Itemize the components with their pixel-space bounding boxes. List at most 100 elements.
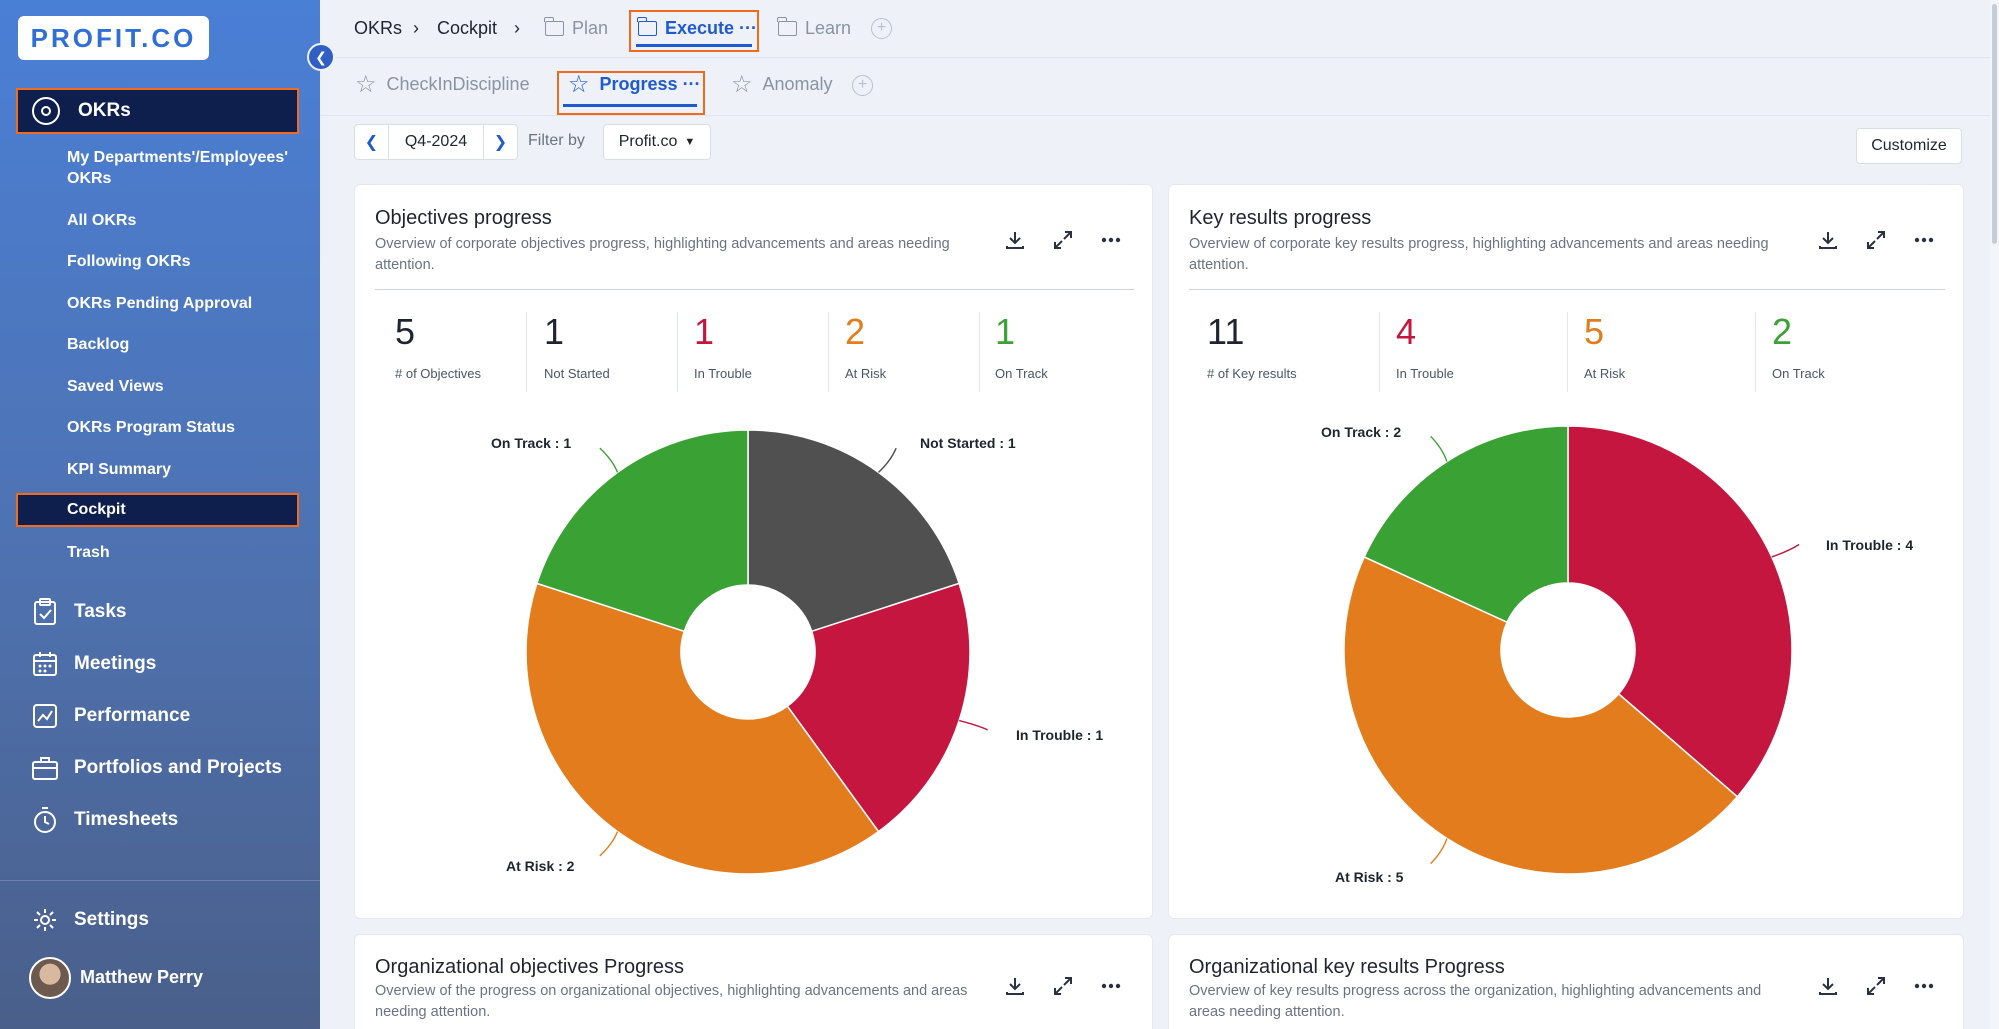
pie-label-on-track: On Track : 2 [1321, 424, 1402, 440]
chevron-left-icon[interactable]: ❮ [364, 134, 379, 151]
tab-label: Progress [599, 74, 678, 94]
star-icon[interactable]: ☆ [355, 70, 377, 98]
pie-label-not-started: Not Started : 1 [920, 435, 1016, 451]
tab-anomaly[interactable]: ☆ Anomaly [731, 70, 833, 98]
quarter-selector: ❮ Q4-2024 ❯ [354, 124, 518, 160]
tab-progress[interactable]: ☆ Progress ··· [568, 70, 701, 98]
card-actions [996, 967, 1130, 1005]
sidebar-item-okrs[interactable]: OKRs [16, 88, 299, 134]
sidebar-item-settings[interactable]: Settings [30, 905, 149, 935]
tab-label: Learn [805, 18, 852, 38]
org-objectives-progress-card: Organizational objectives Progress Overv… [354, 934, 1153, 1029]
avatar[interactable] [29, 957, 71, 999]
expand-icon[interactable] [1044, 967, 1082, 1005]
pie-slice-not-started[interactable] [747, 429, 961, 633]
page-scrollbar[interactable] [1990, 0, 1999, 1029]
pie-slice-at-risk[interactable] [1343, 555, 1739, 875]
more-options-icon[interactable] [1905, 967, 1943, 1005]
pie-label-at-risk: At Risk : 5 [1335, 869, 1404, 885]
sidebar-subitem-trash[interactable]: Trash [67, 544, 110, 561]
pie-slice-at-risk[interactable] [525, 582, 880, 875]
stat-separator [828, 312, 829, 392]
expand-icon[interactable] [1857, 967, 1895, 1005]
folder-icon [544, 17, 564, 36]
sidebar-item-timesheets[interactable]: Timesheets [30, 805, 178, 835]
tab-execute[interactable]: Execute ··· [637, 17, 758, 39]
profitco-logo[interactable]: PROFIT.CO [18, 16, 209, 60]
sidebar-item-portfolios[interactable]: Portfolios and Projects [30, 753, 282, 783]
sidebar-item-meetings[interactable]: Meetings [30, 649, 156, 679]
stat-label: In Trouble [1396, 366, 1454, 381]
more-options-icon[interactable] [1905, 221, 1943, 259]
tab-plan[interactable]: Plan [544, 17, 608, 39]
expand-icon[interactable] [1857, 221, 1895, 259]
breadcrumb-separator: › [514, 18, 520, 38]
download-icon[interactable] [1809, 967, 1847, 1005]
pie-leader-line [878, 447, 897, 473]
expand-icon[interactable] [1044, 221, 1082, 259]
more-options-icon[interactable]: ··· [739, 18, 758, 38]
download-icon[interactable] [996, 967, 1034, 1005]
stat-label: On Track [1772, 366, 1825, 381]
tab-checkin-discipline[interactable]: ☆ CheckInDiscipline [355, 70, 530, 98]
chevron-down-icon: ▼ [684, 136, 696, 148]
pie-leader-line [1430, 838, 1448, 865]
active-tab-underline [563, 104, 697, 107]
tab-label: Anomaly [762, 74, 833, 94]
breadcrumb-cockpit[interactable]: Cockpit [437, 18, 498, 38]
card-divider [375, 289, 1134, 290]
pie-slice-on-track[interactable] [1363, 425, 1569, 624]
stat-objectives-total: 5 # of Objectives [395, 312, 481, 382]
add-tab-icon[interactable]: + [871, 18, 892, 39]
user-name[interactable]: Matthew Perry [80, 967, 204, 987]
chevron-left-icon: ❮ [315, 48, 327, 65]
pie-slice-in-trouble[interactable] [1567, 425, 1793, 798]
sidebar-subitem-all-okrs[interactable]: All OKRs [67, 212, 137, 229]
folder-icon [777, 17, 797, 36]
breadcrumb-okrs[interactable]: OKRs [354, 18, 403, 38]
stat-in-trouble: 1 In Trouble [694, 312, 752, 382]
download-icon[interactable] [1809, 221, 1847, 259]
sidebar-subitem-pending-approval[interactable]: OKRs Pending Approval [67, 295, 253, 312]
customize-button[interactable]: Customize [1856, 128, 1962, 164]
sidebar-subitem-saved-views[interactable]: Saved Views [67, 378, 164, 395]
quarter-label[interactable]: Q4-2024 [388, 125, 484, 159]
sidebar-item-performance[interactable]: Performance [30, 701, 190, 731]
more-options-icon[interactable]: ··· [682, 74, 701, 94]
card-divider [1189, 289, 1945, 290]
sidebar-subitem-program-status[interactable]: OKRs Program Status [67, 419, 236, 436]
collapse-sidebar-button[interactable]: ❮ [307, 43, 335, 71]
tab-learn[interactable]: Learn [777, 17, 852, 39]
org-filter-select[interactable]: Profit.co ▼ [603, 124, 711, 160]
pie-slice-on-track[interactable] [535, 429, 749, 633]
stat-not-started: 1 Not Started [544, 312, 610, 382]
stat-label: # of Objectives [395, 366, 481, 381]
pie-label-at-risk: At Risk : 2 [506, 858, 575, 874]
sidebar-item-label: Portfolios and Projects [74, 757, 282, 778]
scrollbar-thumb[interactable] [1992, 4, 1997, 244]
sidebar-subitem-my-departments[interactable]: My Departments'/Employees' OKRs [67, 149, 289, 187]
sidebar-subitem-backlog[interactable]: Backlog [67, 336, 130, 353]
more-options-icon[interactable] [1092, 221, 1130, 259]
sidebar-item-tasks[interactable]: Tasks [30, 597, 126, 627]
sidebar-subitem-kpi-summary[interactable]: KPI Summary [67, 461, 172, 478]
pie-slice-in-trouble[interactable] [786, 582, 971, 833]
stat-key-results-total: 11 # of Key results [1207, 312, 1297, 382]
star-icon[interactable]: ☆ [731, 70, 753, 98]
briefcase-icon [30, 753, 60, 783]
card-actions [1809, 967, 1943, 1005]
sidebar-subitem-following-okrs[interactable]: Following OKRs [67, 253, 191, 270]
download-icon[interactable] [996, 221, 1034, 259]
star-icon[interactable]: ☆ [568, 70, 590, 98]
stat-at-risk: 5 At Risk [1584, 312, 1625, 382]
folder-icon [637, 17, 657, 36]
more-options-icon[interactable] [1092, 967, 1130, 1005]
filter-by-label: Filter by [528, 132, 585, 149]
sidebar-subitem-cockpit[interactable]: Cockpit [16, 493, 299, 527]
add-tab-icon[interactable]: + [852, 75, 873, 96]
card-description: Overview of corporate key results progre… [1189, 236, 1769, 273]
chevron-right-icon[interactable]: ❯ [493, 134, 508, 151]
sidebar-item-label: Tasks [74, 601, 127, 622]
stat-value: 2 [1772, 311, 1793, 352]
stat-separator [979, 312, 980, 392]
